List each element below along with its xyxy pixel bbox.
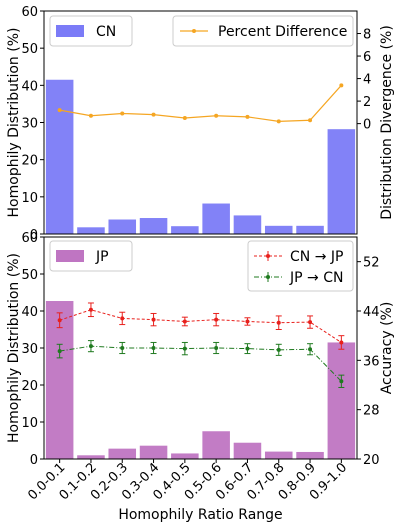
bar-bottom-5: [202, 431, 230, 459]
y2tick-label-top-4: 8: [363, 28, 371, 43]
legend-label-jp-to-cn: JP → CN: [289, 270, 343, 286]
point-jp-to-cn-3: [151, 346, 156, 350]
ytick-label-bottom-6: 60: [21, 231, 38, 246]
legend-marker-cn-to-jp: [266, 254, 270, 258]
point-cn-to-jp-4: [182, 319, 187, 324]
ytick-label-bottom-2: 20: [21, 379, 38, 394]
y2label-bottom: Accuracy (%): [379, 302, 395, 395]
point-jp-to-cn-7: [276, 347, 281, 352]
bar-top-2: [108, 219, 137, 234]
y2tick-label-top-1: 2: [363, 95, 371, 110]
legend-marker-jp-to-cn: [266, 275, 270, 279]
point-jp-to-cn-5: [214, 346, 219, 350]
ytick-label-top-4: 40: [21, 79, 38, 94]
bar-bottom-2: [108, 448, 137, 459]
point-jp-to-cn-9: [339, 379, 344, 384]
ytick-label-bottom-5: 50: [21, 268, 38, 283]
series-line-cn-to-jp: [59, 309, 342, 343]
y2tick-label-bottom-1: 28: [363, 404, 380, 419]
y2tick-label-bottom-4: 52: [363, 256, 380, 271]
ytick-label-top-0: 0: [30, 228, 38, 243]
y2tick-label-top-3: 6: [363, 50, 371, 65]
bar-bottom-6: [233, 442, 262, 459]
y2tick-label-top-2: 4: [363, 73, 371, 88]
point-percent-difference-5: [214, 113, 219, 118]
point-cn-to-jp-3: [151, 317, 156, 322]
ytick-label-bottom-4: 40: [21, 305, 38, 320]
legend-swatch-cn: [56, 25, 84, 37]
bar-bottom-7: [264, 451, 293, 459]
point-cn-to-jp-9: [339, 340, 344, 345]
point-percent-difference-7: [276, 119, 281, 124]
legend-marker-percent-difference: [192, 29, 196, 33]
y2tick-label-top-0: 0: [363, 118, 371, 133]
y2label-top: Distribution Divergence (%): [379, 25, 395, 220]
series-line-percent-difference: [59, 84, 342, 122]
panel-bottom: 0 10 20 30 40 50 60 20 28 36 44 52 Homophily Distrib…: [6, 231, 395, 523]
bar-bottom-9: [327, 342, 356, 459]
point-percent-difference-1: [88, 113, 93, 118]
point-percent-difference-9: [339, 83, 344, 88]
point-cn-to-jp-0: [57, 318, 62, 323]
point-percent-difference-0: [57, 108, 62, 113]
series-line-jp-to-cn: [59, 345, 342, 382]
legend-box-accuracy: [247, 240, 354, 292]
ytick-label-bottom-0: 0: [30, 453, 38, 468]
point-cn-to-jp-1: [88, 307, 93, 312]
point-cn-to-jp-5: [214, 317, 219, 322]
bar-top-8: [296, 225, 324, 234]
ylabel-bottom: Homophily Distribution (%): [6, 253, 22, 443]
point-cn-to-jp-2: [120, 316, 125, 321]
y2tick-label-bottom-2: 36: [363, 354, 380, 369]
point-percent-difference-3: [151, 112, 156, 117]
bar-top-3: [139, 218, 168, 234]
point-jp-to-cn-8: [308, 347, 313, 352]
bar-bottom-1: [77, 455, 105, 459]
ytick-label-top-1: 10: [21, 191, 38, 206]
ytick-label-top-3: 30: [21, 117, 38, 132]
legend-label-jp: JP: [95, 249, 109, 265]
point-cn-to-jp-6: [245, 319, 250, 324]
ylabel-top: Homophily Distribution (%): [6, 28, 22, 218]
bar-bottom-4: [171, 453, 199, 459]
bar-top-9: [327, 129, 356, 234]
point-jp-to-cn-2: [120, 346, 125, 350]
point-jp-to-cn-0: [57, 349, 62, 354]
bar-bottom-3: [139, 445, 168, 459]
ytick-label-top-5: 50: [21, 42, 38, 57]
legend-box-jp: [49, 240, 133, 272]
xlabel: Homophily Ratio Range: [118, 507, 282, 523]
point-cn-to-jp-8: [308, 320, 313, 325]
y2tick-label-bottom-0: 20: [363, 453, 380, 468]
point-jp-to-cn-1: [88, 344, 93, 349]
bar-top-0: [45, 79, 74, 234]
bar-top-7: [264, 225, 293, 234]
point-percent-difference-6: [245, 114, 250, 119]
point-percent-difference-4: [182, 115, 187, 120]
point-percent-difference-2: [120, 111, 125, 116]
bar-top-5: [202, 203, 230, 234]
legend-label-cn: CN: [96, 24, 116, 40]
point-percent-difference-8: [308, 118, 313, 123]
bar-top-4: [171, 226, 199, 234]
bar-top-1: [77, 227, 105, 234]
ytick-label-top-2: 20: [21, 154, 38, 169]
bar-top-6: [233, 215, 262, 234]
point-jp-to-cn-4: [182, 346, 187, 351]
ytick-label-top-6: 60: [21, 5, 38, 20]
y2tick-label-bottom-3: 44: [363, 305, 380, 320]
legend-box-cn: [49, 15, 133, 47]
legend-swatch-jp: [56, 250, 84, 262]
point-cn-to-jp-7: [276, 320, 281, 325]
bar-bottom-8: [296, 451, 324, 459]
legend-label-cn-to-jp: CN → JP: [290, 249, 343, 265]
ytick-label-bottom-1: 10: [21, 416, 38, 431]
ytick-label-bottom-3: 30: [21, 342, 38, 357]
legend-label-percent-difference: Percent Difference: [218, 24, 347, 40]
legend-box-percent-difference: [172, 15, 354, 47]
point-jp-to-cn-6: [245, 346, 250, 351]
